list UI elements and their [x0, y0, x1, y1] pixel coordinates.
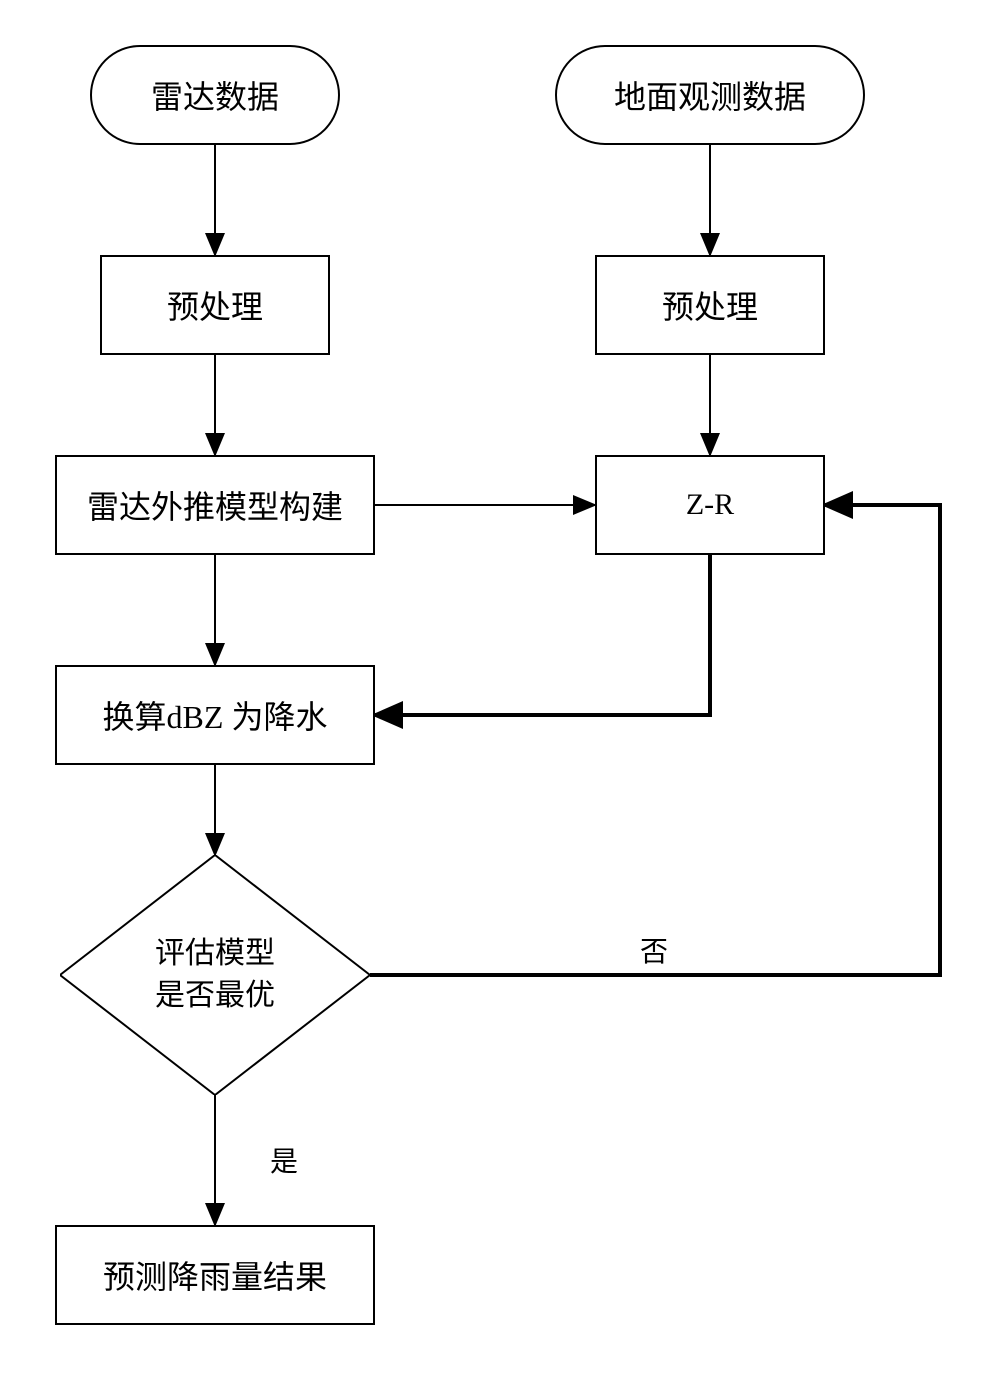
node-label: 预测降雨量结果: [103, 1252, 327, 1298]
node-preprocess-left: 预处理: [100, 255, 330, 355]
node-label: 地面观测数据: [614, 72, 806, 118]
node-convert-dbz: 换算dBZ 为降水: [55, 665, 375, 765]
node-label: 雷达数据: [151, 72, 279, 118]
node-evaluate: 评估模型 是否最优: [60, 855, 370, 1095]
edge-e9: [370, 505, 940, 975]
node-zr: Z-R: [595, 455, 825, 555]
flowchart-container: 雷达数据 地面观测数据 预处理 预处理 雷达外推模型构建 Z-R 换算dBZ 为…: [0, 0, 981, 1379]
node-label: 换算dBZ 为降水: [103, 692, 328, 738]
node-label: 预处理: [167, 282, 263, 328]
edge-e7: [375, 555, 710, 715]
edge-label-no: 否: [640, 930, 668, 970]
edge-label-yes: 是: [270, 1140, 298, 1180]
node-label: 评估模型 是否最优: [155, 933, 275, 1017]
node-label: 预处理: [662, 282, 758, 328]
node-radar-model: 雷达外推模型构建: [55, 455, 375, 555]
node-label: Z-R: [686, 488, 734, 522]
node-result: 预测降雨量结果: [55, 1225, 375, 1325]
node-label: 雷达外推模型构建: [87, 482, 343, 528]
node-preprocess-right: 预处理: [595, 255, 825, 355]
node-ground-data: 地面观测数据: [555, 45, 865, 145]
node-radar-data: 雷达数据: [90, 45, 340, 145]
